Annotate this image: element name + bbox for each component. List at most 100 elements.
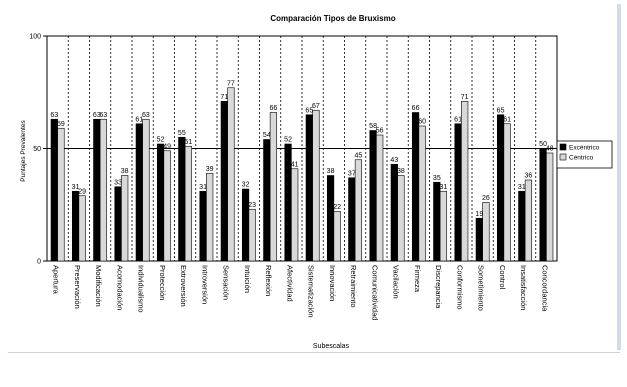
legend-swatch (559, 143, 567, 151)
data-label: 23 (248, 202, 256, 209)
data-label: 50 (539, 141, 547, 148)
data-label: 61 (503, 116, 511, 123)
bar-excentrico (199, 190, 207, 262)
data-label: 31 (72, 184, 80, 191)
data-label: 35 (433, 175, 441, 182)
bar-centrico (354, 159, 363, 262)
bar-centrico (163, 150, 171, 262)
bar-centrico (461, 100, 469, 262)
data-label: 55 (178, 130, 186, 137)
data-label: 63 (93, 112, 101, 119)
legend-label: Céntrico (569, 155, 594, 162)
bar-centrico (78, 195, 86, 262)
bar-excentrico (369, 130, 377, 262)
data-label: 37 (348, 170, 356, 177)
x-tick-label: Insatisfacción (519, 265, 528, 310)
bar-excentrico (50, 118, 58, 262)
x-tick-label: Innovación (328, 265, 337, 301)
bar-centrico (482, 202, 490, 262)
bar-centrico (524, 179, 533, 262)
data-label: 65 (497, 107, 505, 114)
bar-centrico (206, 172, 214, 262)
data-label: 36 (525, 173, 533, 180)
plot-area: 0 50 100 63 31 63 33 61 52 55 31 71 32 54 52 65 38 37 58 43… (29, 34, 558, 320)
data-label: 63 (50, 112, 58, 119)
bar-excentrico (263, 139, 271, 262)
bar-centrico (291, 168, 299, 262)
data-label: 59 (57, 121, 65, 128)
data-label: 52 (157, 137, 165, 144)
bar-excentrico (71, 190, 80, 262)
data-label: 60 (418, 119, 426, 126)
x-tick-label: Modificación (94, 265, 103, 307)
data-label: 65 (305, 107, 313, 114)
bar-excentrico (433, 181, 441, 262)
data-label: 22 (333, 204, 341, 211)
bar-centrico (99, 118, 108, 262)
legend: Excéntrico Céntrico (556, 140, 613, 169)
x-tick-label: Firmeza (413, 265, 422, 293)
data-label: 66 (412, 105, 420, 112)
data-label: 71 (461, 94, 469, 101)
x-tick-label: Introversión (200, 265, 209, 304)
data-label: 58 (369, 123, 377, 130)
x-tick-label: Sistematización (307, 265, 316, 318)
data-label: 31 (199, 184, 207, 191)
data-label: 45 (355, 152, 363, 159)
x-tick-label: Preservación (73, 265, 82, 309)
x-tick-label: Discrepancia (434, 265, 443, 309)
bar-excentrico (326, 175, 335, 262)
bar-excentrico (305, 114, 313, 262)
x-axis-label: Subescalas (313, 343, 350, 350)
data-label: 66 (270, 105, 278, 112)
right-border (617, 4, 621, 350)
bar-centrico (418, 125, 426, 262)
bar-excentrico (475, 217, 483, 262)
x-tick-label: Individualismo (137, 265, 146, 313)
bar-centrico (227, 87, 235, 262)
bar-centrico (269, 112, 278, 262)
data-label: 38 (327, 168, 335, 175)
bar-excentrico (518, 190, 526, 262)
data-label: 38 (121, 168, 129, 175)
data-label: 61 (454, 116, 462, 123)
bar-excentrico (93, 118, 101, 262)
data-label: 31 (518, 184, 526, 191)
legend-swatch (559, 153, 567, 161)
y-tick-label: 100 (29, 34, 41, 41)
data-label: 63 (142, 112, 150, 119)
x-tick-label: Afectividad (285, 265, 294, 302)
data-label: 51 (185, 139, 193, 146)
x-tick-label: Sometimiento (477, 265, 486, 311)
data-label: 52 (284, 137, 292, 144)
bar-excentrico (241, 188, 250, 262)
bar-excentrico (114, 186, 122, 262)
bar-centrico (184, 145, 193, 262)
chart-title: Comparación Tipos de Bruxismo (270, 14, 395, 23)
bar-centrico (546, 152, 554, 262)
data-label: 31 (440, 184, 448, 191)
bar-excentrico (539, 148, 547, 262)
x-tick-label: Retraimiento (349, 265, 358, 308)
bar-centrico (439, 190, 448, 262)
data-label: 38 (397, 168, 405, 175)
data-label: 71 (220, 94, 228, 101)
data-label: 77 (227, 80, 235, 87)
data-label: 33 (114, 179, 122, 186)
x-tick-label: Control (498, 265, 507, 290)
x-tick-label: Protección (158, 265, 167, 300)
y-tick-label: 0 (37, 259, 41, 266)
bar-centrico (121, 175, 129, 262)
data-label: 39 (206, 166, 214, 173)
data-label: 56 (376, 128, 384, 135)
bar-excentrico (348, 177, 356, 262)
bar-excentrico (496, 114, 505, 262)
bar-excentrico (454, 123, 462, 262)
data-label: 26 (482, 195, 490, 202)
x-tick-label: Vacilación (392, 265, 401, 299)
bar-excentrico (135, 123, 143, 262)
bar-centrico (503, 123, 511, 262)
bar-centrico (57, 127, 65, 262)
y-tick-label: 50 (33, 146, 41, 153)
data-label: 43 (390, 157, 398, 164)
